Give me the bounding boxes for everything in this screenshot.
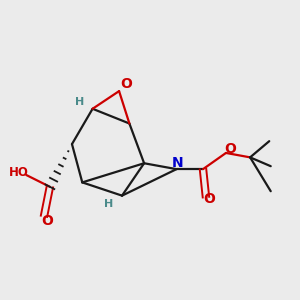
Text: H: H (75, 97, 84, 107)
Text: O: O (224, 142, 236, 155)
Text: H: H (104, 199, 113, 208)
Text: HO: HO (9, 166, 29, 179)
Text: O: O (121, 77, 132, 91)
Text: O: O (203, 192, 215, 206)
Text: O: O (41, 214, 53, 228)
Text: N: N (172, 156, 184, 170)
